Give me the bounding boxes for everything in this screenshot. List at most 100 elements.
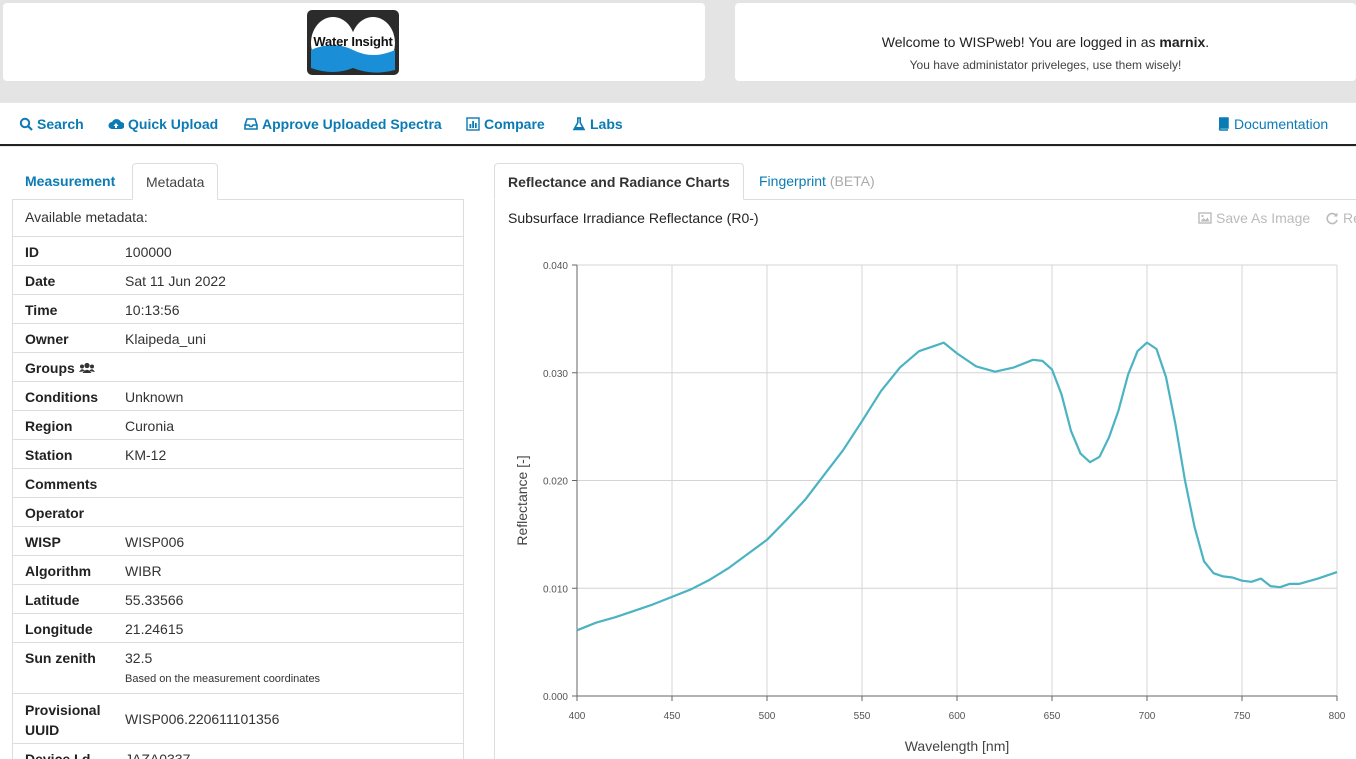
table-row: Groups — [13, 353, 463, 382]
reflectance-series-line — [576, 341, 1338, 632]
meta-value: Unknown — [125, 389, 184, 405]
meta-key: Provisional UUID — [25, 702, 101, 738]
nav-labs-label: Labs — [590, 116, 623, 132]
nav-approve-spectra[interactable]: Approve Uploaded Spectra — [244, 116, 442, 132]
meta-value: WISP006.220611101356 — [125, 711, 280, 727]
nav-documentation[interactable]: Documentation — [1216, 116, 1328, 132]
nav-compare-label: Compare — [484, 116, 545, 132]
nav-overflow-icon[interactable]: ⋮ — [1352, 116, 1356, 133]
tab-fingerprint-label: Fingerprint — [759, 173, 826, 189]
tab-metadata[interactable]: Metadata — [132, 163, 219, 200]
meta-key: Device I.d. — [25, 751, 95, 759]
save-as-image-button[interactable]: Save As Image — [1198, 210, 1310, 226]
meta-value: Klaipeda_uni — [125, 331, 206, 347]
table-row: WISP WISP006 — [13, 527, 463, 556]
search-icon — [19, 117, 33, 131]
reset-label: Re — [1343, 210, 1356, 226]
water-insight-logo[interactable]: Water Insight — [307, 10, 399, 75]
y-axis-label: Reflectance [-] — [514, 455, 530, 545]
nav-quick-upload[interactable]: Quick Upload — [108, 116, 218, 132]
image-icon — [1198, 212, 1212, 224]
table-row: Station KM-12 — [13, 440, 463, 469]
beta-badge: (BETA) — [829, 173, 875, 189]
chart-panel: Subsurface Irradiance Reflectance (R0-) … — [494, 200, 1356, 759]
meta-key: Date — [25, 273, 56, 289]
table-row: Region Curonia — [13, 411, 463, 440]
nav-documentation-label: Documentation — [1234, 116, 1329, 132]
meta-key: Latitude — [25, 592, 80, 608]
table-row: Latitude 55.33566 — [13, 585, 463, 614]
right-tabs-divider — [494, 199, 1356, 200]
table-row-uuid: Provisional UUID WISP006.220611101356 — [13, 694, 463, 744]
metadata-heading: Available metadata: — [13, 200, 463, 237]
table-row-sun-zenith: Sun zenith 32.5 Based on the measurement… — [13, 643, 463, 694]
left-tabs-divider — [12, 199, 464, 200]
waves-icon — [311, 17, 395, 73]
users-icon[interactable] — [78, 362, 95, 374]
y-tick-label: 0.020 — [543, 477, 568, 488]
table-row: ID 100000 — [13, 237, 463, 266]
tab-reflectance-charts[interactable]: Reflectance and Radiance Charts — [494, 163, 744, 200]
x-tick-label: 650 — [1044, 711, 1061, 722]
table-row: Time 10:13:56 — [13, 295, 463, 324]
tab-fingerprint[interactable]: Fingerprint (BETA) — [746, 163, 888, 200]
save-as-image-label: Save As Image — [1216, 210, 1311, 226]
table-row: Date Sat 11 Jun 2022 — [13, 266, 463, 295]
meta-key: Sun zenith — [25, 650, 96, 666]
flask-icon — [572, 117, 586, 131]
meta-value: Sat 11 Jun 2022 — [125, 273, 226, 289]
tab-measurement[interactable]: Measurement — [25, 173, 116, 189]
logo-panel: Water Insight — [3, 3, 705, 81]
meta-value: 55.33566 — [125, 592, 184, 608]
meta-key: Time — [25, 302, 58, 318]
table-row: Owner Klaipeda_uni — [13, 324, 463, 353]
welcome-suffix: . — [1205, 34, 1210, 50]
y-tick-label: 0.030 — [543, 369, 568, 380]
chart-title: Subsurface Irradiance Reflectance (R0-) — [508, 210, 759, 226]
table-row: Operator — [13, 498, 463, 527]
table-row: Comments — [13, 469, 463, 498]
nav-search[interactable]: Search — [19, 116, 84, 132]
meta-value: WISP006 — [125, 534, 185, 550]
welcome-panel: Welcome to WISPweb! You are logged in as… — [735, 3, 1356, 81]
bar-chart-icon — [466, 117, 480, 131]
meta-value: KM-12 — [125, 447, 167, 463]
reset-button[interactable]: Re — [1325, 210, 1356, 226]
meta-value: JAZA0337 — [125, 751, 191, 759]
meta-value: Curonia — [125, 418, 175, 434]
inbox-icon — [244, 118, 258, 130]
meta-value: 32.5 — [125, 650, 153, 666]
nav-approve-label: Approve Uploaded Spectra — [262, 116, 442, 132]
nav-compare[interactable]: Compare — [466, 116, 545, 132]
welcome-prefix: Welcome to WISPweb! You are logged in as — [881, 34, 1160, 50]
y-tick-label: 0.040 — [543, 261, 568, 272]
meta-key: Comments — [25, 476, 98, 492]
nav-labs[interactable]: Labs — [572, 116, 623, 132]
x-tick-label: 550 — [854, 711, 871, 722]
welcome-message: Welcome to WISPweb! You are logged in as… — [735, 34, 1356, 50]
table-row: Longitude 21.24615 — [13, 614, 463, 643]
x-tick-label: 400 — [569, 711, 586, 722]
logo-text: Water Insight — [313, 34, 393, 49]
meta-key: WISP — [25, 534, 61, 550]
x-tick-label: 750 — [1234, 711, 1251, 722]
refresh-icon — [1326, 212, 1338, 225]
privileges-note: You have administator priveleges, use th… — [909, 58, 1182, 72]
meta-value: WIBR — [125, 563, 162, 579]
meta-key: Operator — [25, 505, 85, 521]
y-tick-label: 0.010 — [543, 584, 568, 595]
reflectance-chart[interactable]: 400 450 500 550 600 650 700 750 800 0.000 0.010 0.0… — [495, 240, 1356, 759]
main-navbar: Search Quick Upload Approve Uploaded Spe… — [0, 103, 1356, 146]
x-axis-label: Wavelength [nm] — [905, 738, 1010, 754]
meta-key: Owner — [25, 331, 69, 347]
y-tick-label: 0.000 — [543, 692, 568, 703]
metadata-table: Available metadata: ID 100000 Date Sat 11 … — [12, 200, 464, 759]
x-tick-label: 500 — [759, 711, 776, 722]
meta-key: Conditions — [25, 389, 99, 405]
x-tick-label: 450 — [664, 711, 681, 722]
cloud-upload-icon — [108, 119, 124, 129]
meta-key: Groups — [25, 360, 75, 376]
x-tick-label: 600 — [949, 711, 966, 722]
meta-value: 10:13:56 — [125, 302, 180, 318]
nav-search-label: Search — [37, 116, 84, 132]
